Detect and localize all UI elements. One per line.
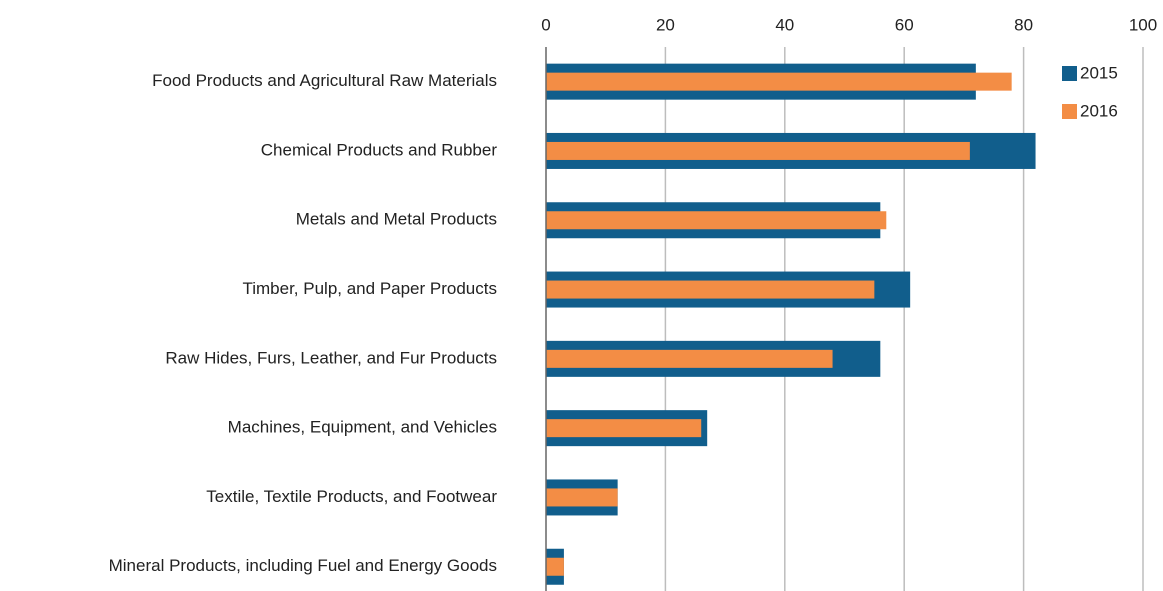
- bar: [546, 488, 618, 507]
- x-tick-label: 20: [656, 15, 675, 34]
- bar: [546, 557, 564, 576]
- bar: [546, 72, 1012, 91]
- x-tick-label: 100: [1129, 15, 1157, 34]
- y-tick-label: Timber, Pulp, and Paper Products: [242, 279, 497, 298]
- legend-swatch: [1062, 104, 1077, 119]
- y-tick-label: Machines, Equipment, and Vehicles: [228, 418, 497, 437]
- bar: [546, 211, 887, 230]
- legend-label: 2015: [1080, 63, 1118, 82]
- x-tick-label: 60: [895, 15, 914, 34]
- bar: [546, 419, 702, 438]
- y-tick-label: Chemical Products and Rubber: [261, 140, 498, 159]
- x-tick-label: 40: [775, 15, 794, 34]
- y-tick-label: Textile, Textile Products, and Footwear: [206, 487, 497, 506]
- y-tick-label: Metals and Metal Products: [296, 210, 497, 229]
- y-tick-label: Mineral Products, including Fuel and Ene…: [109, 556, 497, 575]
- x-tick-label: 0: [541, 15, 550, 34]
- bar: [546, 141, 970, 160]
- x-tick-label: 80: [1014, 15, 1033, 34]
- bar: [546, 349, 833, 368]
- legend-swatch: [1062, 66, 1077, 81]
- y-tick-label: Raw Hides, Furs, Leather, and Fur Produc…: [165, 348, 497, 367]
- bar: [546, 280, 875, 299]
- y-tick-label: Food Products and Agricultural Raw Mater…: [152, 71, 497, 90]
- legend-label: 2016: [1080, 101, 1118, 120]
